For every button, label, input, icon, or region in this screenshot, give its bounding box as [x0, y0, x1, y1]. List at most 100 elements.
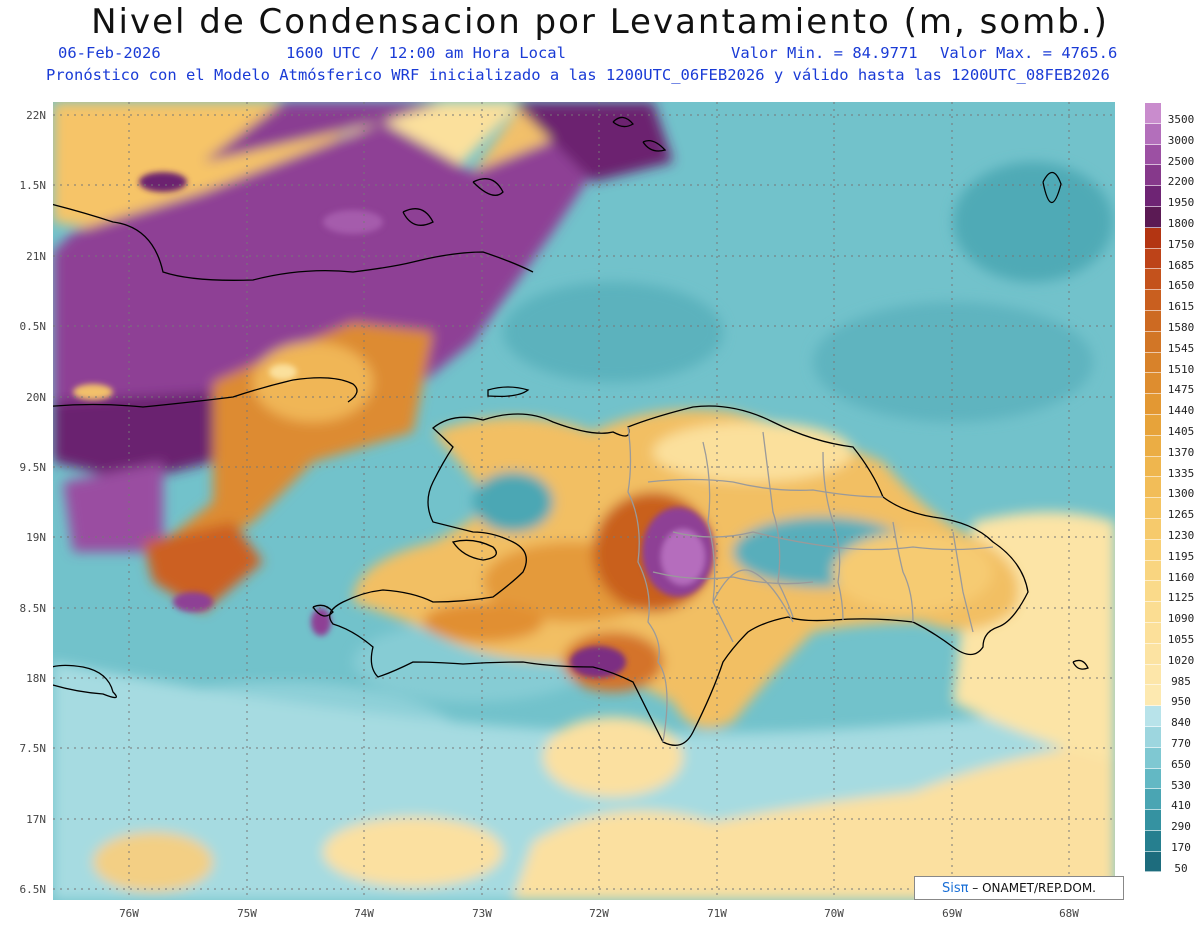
colorbar-label: 290	[1171, 820, 1191, 834]
lat-label: 9.5N	[19, 461, 47, 474]
lon-label: 74W	[354, 907, 374, 920]
colorbar-swatch	[1145, 789, 1161, 811]
colorbar-swatch	[1145, 310, 1161, 332]
colorbar-swatch	[1145, 768, 1161, 790]
colorbar-label: 2500	[1167, 154, 1195, 168]
colorbar-swatch	[1145, 560, 1161, 582]
colorbar-swatch	[1145, 539, 1161, 561]
colorbar-label: 650	[1171, 757, 1191, 771]
colorbar-label: 530	[1171, 778, 1191, 792]
colorbar-swatch	[1145, 830, 1161, 852]
colorbar-label: 1195	[1167, 549, 1195, 563]
lon-label: 71W	[707, 907, 727, 920]
colorbar-label: 1230	[1167, 529, 1195, 542]
colorbar-swatch	[1145, 144, 1161, 166]
lat-label: 21N	[26, 250, 46, 263]
colorbar-swatch	[1145, 602, 1161, 623]
colorbar-label: 1335	[1167, 466, 1195, 480]
valid-date: 06-Feb-2026	[58, 44, 161, 62]
colorbar-swatch	[1145, 477, 1161, 499]
colorbar-swatch	[1145, 414, 1161, 436]
colorbar-swatch	[1145, 643, 1161, 665]
colorbar-label: 1950	[1167, 196, 1195, 210]
map-panel	[53, 102, 1115, 900]
colorbar-label: 840	[1171, 716, 1191, 730]
lat-label: 20N	[26, 391, 46, 404]
lat-label: 7.5N	[19, 742, 47, 755]
lon-label: 70W	[824, 907, 844, 920]
colorbar-swatch	[1145, 664, 1161, 686]
colorbar-label: 1650	[1167, 279, 1195, 293]
colorbar-label: 1090	[1167, 612, 1195, 626]
lon-label: 68W	[1059, 907, 1079, 920]
lat-label: 6.5N	[19, 883, 47, 896]
lat-label: 19N	[26, 531, 46, 544]
colorbar-label: 1545	[1167, 341, 1195, 355]
credit-box: Sisπ – ONAMET/REP.DOM.	[914, 876, 1124, 900]
colorbar	[1145, 103, 1161, 873]
colorbar-swatch	[1145, 248, 1161, 270]
lon-label: 72W	[589, 907, 609, 920]
colorbar-label: 1580	[1167, 321, 1195, 334]
coastlines	[53, 116, 1089, 746]
colorbar-swatch	[1145, 123, 1161, 145]
colorbar-label: 410	[1171, 799, 1191, 813]
colorbar-swatch	[1145, 206, 1161, 228]
colorbar-label: 3000	[1167, 133, 1195, 147]
colorbar-swatch	[1145, 726, 1161, 748]
credit-text: – ONAMET/REP.DOM.	[972, 881, 1096, 895]
colorbar-swatch	[1145, 581, 1161, 603]
colorbar-label: 1055	[1167, 633, 1195, 646]
lat-label: 17N	[26, 813, 46, 826]
lon-label: 69W	[942, 907, 962, 920]
colorbar-label: 1685	[1167, 258, 1195, 272]
colorbar-label: 985	[1171, 674, 1191, 688]
colorbar-swatch	[1145, 394, 1161, 415]
lon-label: 73W	[472, 907, 492, 920]
lon-label: 75W	[237, 907, 257, 920]
colorbar-label: 1370	[1167, 445, 1195, 459]
colorbar-label: 1800	[1167, 217, 1195, 230]
colorbar-swatch	[1145, 352, 1161, 374]
colorbar-swatch	[1145, 518, 1161, 540]
colorbar-label: 1405	[1167, 425, 1195, 438]
colorbar-label: 1440	[1167, 404, 1195, 418]
colorbar-swatch	[1145, 103, 1161, 124]
lat-label: 8.5N	[19, 602, 47, 615]
colorbar-label: 50	[1174, 861, 1188, 875]
colorbar-label: 1265	[1167, 508, 1195, 522]
lat-label: 18N	[26, 672, 46, 685]
colorbar-label: 1020	[1167, 653, 1195, 667]
colorbar-swatch	[1145, 622, 1161, 644]
colorbar-label: 1475	[1167, 383, 1195, 397]
colorbar-label: 3500	[1167, 113, 1195, 126]
colorbar-label: 1125	[1167, 591, 1195, 605]
colorbar-swatch	[1145, 165, 1161, 187]
admin-borders	[627, 426, 994, 743]
colorbar-label: 170	[1171, 841, 1191, 854]
colorbar-label: 770	[1171, 737, 1191, 750]
colorbar-swatch	[1145, 810, 1161, 831]
colorbar-swatch	[1145, 373, 1161, 395]
value-max: Valor Max. = 4765.6	[940, 44, 1118, 62]
sispi-logo: Sisπ	[941, 881, 969, 896]
colorbar-label: 1300	[1167, 487, 1195, 501]
value-min: Valor Min. = 84.9771	[731, 44, 918, 62]
lat-label: 1.5N	[19, 179, 47, 192]
colorbar-label: 1160	[1167, 570, 1195, 584]
colorbar-label: 1615	[1167, 300, 1195, 314]
colorbar-swatch	[1145, 747, 1161, 769]
colorbar-swatch	[1145, 706, 1161, 727]
colorbar-label: 2200	[1167, 175, 1195, 189]
lat-label: 0.5N	[19, 320, 47, 333]
colorbar-swatch	[1145, 851, 1161, 873]
map-title: Nivel de Condensacion por Levantamiento …	[91, 2, 1109, 42]
colorbar-swatch	[1145, 290, 1161, 311]
colorbar-label: 1750	[1167, 237, 1195, 251]
colorbar-swatch	[1145, 435, 1161, 457]
graticule	[53, 102, 1115, 900]
colorbar-swatch	[1145, 498, 1161, 519]
forecast-description: Pronóstico con el Modelo Atmósferico WRF…	[46, 66, 1110, 84]
lcl-field-map	[53, 102, 1115, 900]
colorbar-swatch	[1145, 269, 1161, 291]
